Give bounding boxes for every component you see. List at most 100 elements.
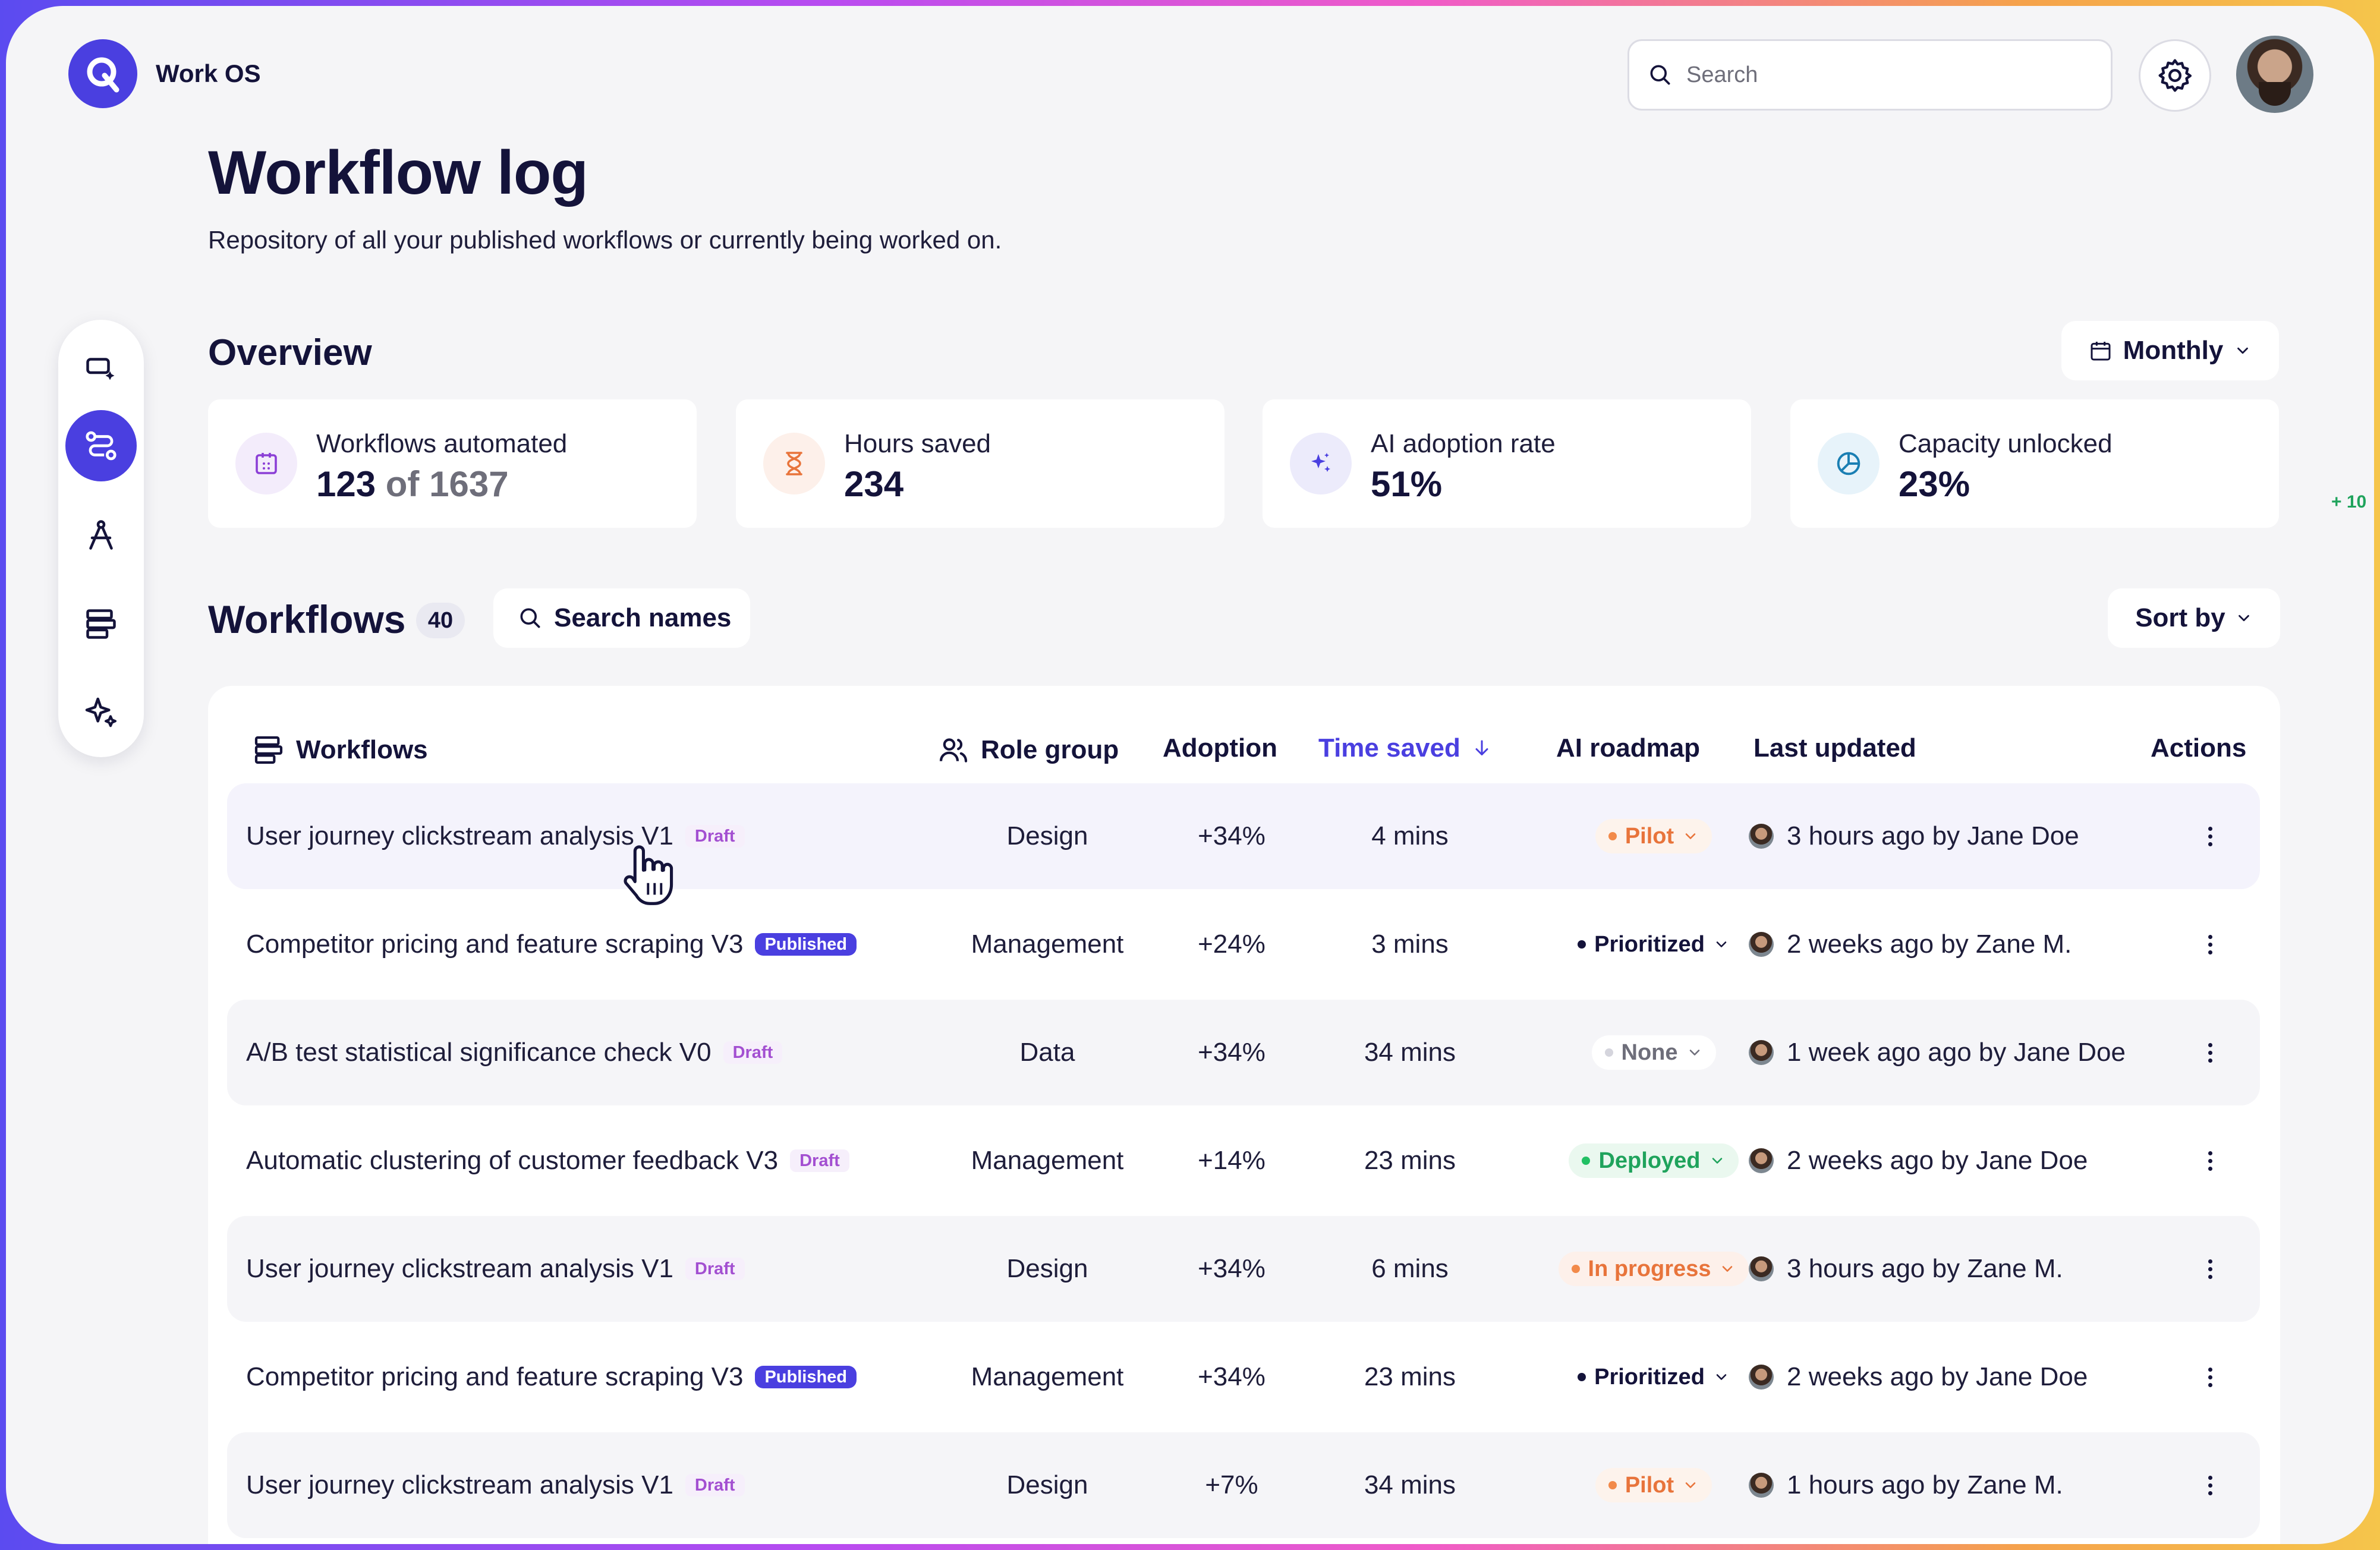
workflow-name-cell[interactable]: Automatic clustering of customer feedbac… bbox=[246, 1108, 849, 1214]
column-header-workflows[interactable]: Workflows bbox=[252, 733, 428, 767]
stat-value: 23% bbox=[1899, 464, 1970, 504]
ai-roadmap-cell: Deployed bbox=[1523, 1108, 1784, 1214]
column-header-adoption[interactable]: Adoption bbox=[1163, 733, 1278, 763]
workflow-routes-icon bbox=[86, 431, 117, 461]
layers-icon bbox=[254, 736, 283, 764]
kebab-dot bbox=[2208, 1158, 2212, 1163]
layers-icon bbox=[86, 609, 116, 639]
roadmap-dropdown[interactable]: Deployed bbox=[1569, 1143, 1739, 1178]
kebab-dot bbox=[2208, 842, 2212, 846]
roadmap-dropdown[interactable]: Prioritized bbox=[1564, 1360, 1743, 1394]
chevron-down-icon bbox=[1685, 1482, 1696, 1488]
workflow-name-cell[interactable]: User journey clickstream analysis V1 Draf… bbox=[246, 1432, 745, 1538]
last-updated-text: 3 hours ago by Zane M. bbox=[1787, 1254, 2063, 1283]
roadmap-dropdown[interactable]: None bbox=[1591, 1035, 1716, 1070]
kebab-dot bbox=[2208, 1483, 2212, 1488]
workflow-name[interactable]: Automatic clustering of customer feedbac… bbox=[246, 1146, 779, 1175]
row-actions-button[interactable] bbox=[2198, 1108, 2222, 1214]
status-badge: Draft bbox=[685, 1474, 745, 1497]
global-search[interactable] bbox=[1627, 39, 2113, 111]
row-actions-button[interactable] bbox=[2198, 891, 2222, 997]
column-header-role-group[interactable]: Role group bbox=[937, 733, 1119, 767]
chevron-down-icon bbox=[1723, 1266, 1733, 1272]
row-actions-button[interactable] bbox=[2198, 1000, 2222, 1105]
table-row[interactable]: User journey clickstream analysis V1 Draf… bbox=[227, 783, 2260, 889]
table-row[interactable]: User journey clickstream analysis V1 Draf… bbox=[227, 1216, 2260, 1322]
workflow-name-cell[interactable]: User journey clickstream analysis V1 Draf… bbox=[246, 783, 745, 889]
roadmap-dropdown[interactable]: Prioritized bbox=[1564, 927, 1743, 962]
chevron-down-icon bbox=[1685, 833, 1696, 839]
table-row[interactable]: Automatic clustering of customer feedbac… bbox=[227, 1108, 2260, 1214]
page-title: Workflow log bbox=[208, 138, 588, 207]
last-updated-text: 2 weeks ago by Jane Doe bbox=[1787, 1362, 2088, 1391]
sidebar-item-ai[interactable] bbox=[65, 678, 137, 749]
workflow-name-cell[interactable]: A/B test statistical significance check … bbox=[246, 1000, 783, 1105]
settings-button[interactable] bbox=[2139, 39, 2211, 112]
kebab-dot bbox=[2208, 1058, 2212, 1063]
adoption-cell: +24% bbox=[1198, 930, 1265, 959]
table-row[interactable]: A/B test statistical significance check … bbox=[227, 1000, 2260, 1105]
avatar bbox=[1749, 1148, 1774, 1173]
kebab-dot bbox=[2208, 1475, 2212, 1480]
avatar bbox=[1749, 932, 1774, 957]
last-updated-cell: 2 weeks ago by Zane M. bbox=[1749, 891, 2072, 997]
status-dot bbox=[1608, 832, 1617, 840]
calendar-icon bbox=[2091, 342, 2111, 361]
roadmap-dropdown[interactable]: Pilot bbox=[1595, 1468, 1712, 1502]
app-logo[interactable] bbox=[68, 39, 137, 108]
time-saved-cell: 34 mins bbox=[1364, 1470, 1456, 1499]
row-actions-button[interactable] bbox=[2198, 1324, 2222, 1430]
roadmap-label: In progress bbox=[1588, 1256, 1711, 1281]
kebab-dot bbox=[2208, 1375, 2212, 1379]
workflow-name[interactable]: User journey clickstream analysis V1 bbox=[246, 1254, 673, 1283]
workflows-table: Workflows Role group Adoption Time saved… bbox=[208, 686, 2280, 1544]
user-avatar[interactable] bbox=[2236, 36, 2313, 113]
sort-dropdown[interactable]: Sort by bbox=[2108, 588, 2280, 648]
workflow-name[interactable]: Competitor pricing and feature scraping … bbox=[246, 1362, 744, 1391]
workflow-name[interactable]: Competitor pricing and feature scraping … bbox=[246, 930, 744, 959]
table-row[interactable]: User journey clickstream analysis V1 Draf… bbox=[227, 1432, 2260, 1538]
kebab-dot bbox=[2208, 826, 2212, 831]
status-dot bbox=[1578, 1373, 1586, 1381]
period-dropdown[interactable]: Monthly bbox=[2061, 321, 2279, 380]
roadmap-dropdown[interactable]: Pilot bbox=[1595, 819, 1712, 853]
search-names-button[interactable]: Search names bbox=[493, 588, 750, 648]
search-names-label: Search names bbox=[554, 603, 732, 632]
column-label: Time saved bbox=[1318, 733, 1460, 763]
workflow-name[interactable]: User journey clickstream analysis V1 bbox=[246, 821, 673, 850]
table-row[interactable]: Competitor pricing and feature scraping … bbox=[227, 1324, 2260, 1430]
role-group-cell: Data bbox=[1019, 1038, 1075, 1067]
workflow-name[interactable]: A/B test statistical significance check … bbox=[246, 1038, 712, 1067]
stat-card-ai-adoption: AI adoption rate 51% bbox=[1263, 399, 1751, 528]
stat-delta-peek: + 10 bbox=[2331, 492, 2367, 512]
stat-icon-wrap bbox=[235, 433, 297, 494]
role-group-cell: Management bbox=[971, 1362, 1124, 1391]
row-actions-button[interactable] bbox=[2198, 783, 2222, 889]
kebab-dot bbox=[2208, 950, 2212, 954]
hand-cursor-icon bbox=[624, 845, 673, 905]
workflow-name[interactable]: User journey clickstream analysis V1 bbox=[246, 1470, 673, 1499]
workflows-count-badge: 40 bbox=[416, 603, 465, 638]
search-icon bbox=[520, 608, 540, 628]
workflow-name-cell[interactable]: Competitor pricing and feature scraping … bbox=[246, 891, 857, 997]
hourglass-icon bbox=[786, 452, 802, 475]
column-header-last-updated[interactable]: Last updated bbox=[1753, 733, 1916, 763]
column-header-time-saved[interactable]: Time saved bbox=[1318, 733, 1493, 763]
sidebar-item-cursor-sparkle[interactable] bbox=[65, 334, 137, 405]
workflow-name-cell[interactable]: User journey clickstream analysis V1 Draf… bbox=[246, 1216, 745, 1322]
workflow-name-cell[interactable]: Competitor pricing and feature scraping … bbox=[246, 1324, 857, 1430]
sidebar-item-compass[interactable] bbox=[65, 499, 137, 571]
column-header-ai-roadmap[interactable]: AI roadmap bbox=[1556, 733, 1701, 763]
search-input[interactable] bbox=[1686, 62, 2091, 88]
table-row[interactable]: Competitor pricing and feature scraping … bbox=[227, 891, 2260, 997]
row-actions-button[interactable] bbox=[2198, 1216, 2222, 1322]
roadmap-label: Deployed bbox=[1598, 1148, 1701, 1173]
kebab-dot bbox=[2208, 1151, 2212, 1155]
roadmap-dropdown[interactable]: In progress bbox=[1558, 1252, 1749, 1286]
row-actions-button[interactable] bbox=[2198, 1432, 2222, 1538]
stat-card-hours-saved: Hours saved 234 bbox=[736, 399, 1224, 528]
kebab-dot bbox=[2208, 1382, 2212, 1387]
sidebar-item-layers[interactable] bbox=[65, 588, 137, 660]
sidebar-item-workflows[interactable] bbox=[65, 410, 137, 481]
status-dot bbox=[1604, 1048, 1613, 1057]
